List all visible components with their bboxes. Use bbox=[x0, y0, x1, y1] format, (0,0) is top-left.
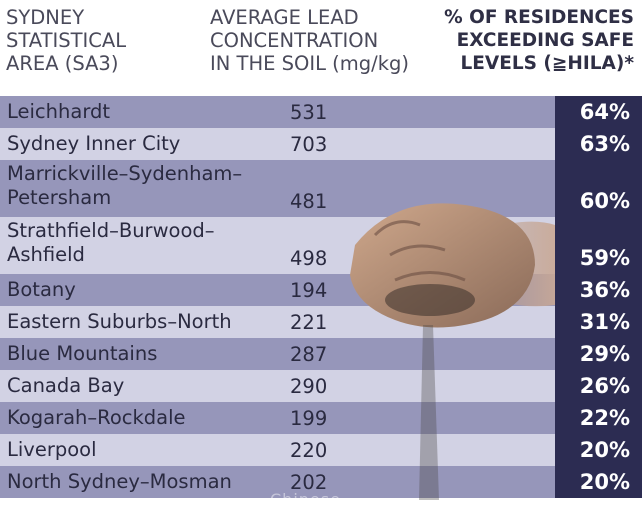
table-row: Blue Mountains 287 29% bbox=[0, 338, 642, 370]
area-name: Botany bbox=[7, 278, 76, 301]
percent-cell bbox=[555, 370, 642, 402]
table-row: Liverpool 220 20% bbox=[0, 434, 642, 466]
percent-cell bbox=[555, 466, 642, 498]
table-row: Marrickville–Sydenham– Petersham 481 60% bbox=[0, 160, 642, 217]
percent-value: 22% bbox=[579, 406, 630, 430]
area-name: Eastern Suburbs–North bbox=[7, 310, 232, 333]
percent-cell bbox=[555, 160, 642, 217]
table-row: Leichhardt 531 64% bbox=[0, 96, 642, 128]
area-name: Marrickville–Sydenham– Petersham bbox=[7, 162, 243, 209]
area-name: Kogarah–Rockdale bbox=[7, 406, 186, 429]
lead-table: Leichhardt 531 64% Sydney Inner City 703 63% M… bbox=[0, 96, 642, 500]
row-background bbox=[0, 402, 555, 434]
table-row: North Sydney–Mosman 202 20% bbox=[0, 466, 642, 498]
row-background bbox=[0, 96, 555, 128]
percent-value: 63% bbox=[579, 132, 630, 156]
table-header: SYDNEY STATISTICAL AREA (SA3) AVERAGE LE… bbox=[0, 0, 642, 96]
percent-value: 26% bbox=[579, 374, 630, 398]
area-name: Strathfield–Burwood– Ashfield bbox=[7, 219, 215, 266]
lead-value: 194 bbox=[290, 279, 328, 302]
lead-value: 703 bbox=[290, 133, 328, 156]
percent-cell bbox=[555, 306, 642, 338]
percent-value: 36% bbox=[579, 278, 630, 302]
percent-value: 59% bbox=[579, 246, 630, 270]
row-background bbox=[0, 274, 555, 306]
percent-value: 20% bbox=[579, 438, 630, 462]
area-name: Blue Mountains bbox=[7, 342, 158, 365]
percent-cell bbox=[555, 338, 642, 370]
header-lead-concentration: AVERAGE LEAD CONCENTRATION IN THE SOIL (… bbox=[210, 6, 409, 75]
percent-cell bbox=[555, 128, 642, 160]
row-background bbox=[0, 338, 555, 370]
lead-value: 481 bbox=[290, 190, 328, 213]
table-row: Strathfield–Burwood– Ashfield 498 59% bbox=[0, 217, 642, 274]
table-row: Eastern Suburbs–North 221 31% bbox=[0, 306, 642, 338]
lead-value: 220 bbox=[290, 439, 328, 462]
area-name: Liverpool bbox=[7, 438, 97, 461]
percent-cell bbox=[555, 217, 642, 274]
row-background bbox=[0, 128, 555, 160]
row-background bbox=[0, 370, 555, 402]
lead-value: 202 bbox=[290, 471, 328, 494]
lead-value: 199 bbox=[290, 407, 328, 430]
footer-strip bbox=[0, 500, 642, 513]
table-row: Sydney Inner City 703 63% bbox=[0, 128, 642, 160]
area-name: North Sydney–Mosman bbox=[7, 470, 232, 493]
area-name: Canada Bay bbox=[7, 374, 125, 397]
table-row: Canada Bay 290 26% bbox=[0, 370, 642, 402]
table-row: Kogarah–Rockdale 199 22% bbox=[0, 402, 642, 434]
percent-cell bbox=[555, 96, 642, 128]
percent-cell bbox=[555, 274, 642, 306]
percent-value: 60% bbox=[579, 189, 630, 213]
header-percent-exceeding: % OF RESIDENCES EXCEEDING SAFE LEVELS (≧… bbox=[444, 7, 634, 74]
row-background bbox=[0, 466, 555, 498]
percent-value: 29% bbox=[579, 342, 630, 366]
percent-value: 64% bbox=[579, 100, 630, 124]
area-name: Sydney Inner City bbox=[7, 132, 181, 155]
percent-value: 31% bbox=[579, 310, 630, 334]
percent-cell bbox=[555, 434, 642, 466]
lead-value: 498 bbox=[290, 247, 328, 270]
table-row: Botany 194 36% bbox=[0, 274, 642, 306]
header-area: SYDNEY STATISTICAL AREA (SA3) bbox=[6, 6, 127, 75]
row-background bbox=[0, 434, 555, 466]
area-name: Leichhardt bbox=[7, 100, 111, 123]
lead-value: 221 bbox=[290, 311, 328, 334]
lead-value: 290 bbox=[290, 375, 328, 398]
percent-cell bbox=[555, 402, 642, 434]
lead-value: 287 bbox=[290, 343, 328, 366]
percent-value: 20% bbox=[579, 470, 630, 494]
lead-value: 531 bbox=[290, 101, 328, 124]
